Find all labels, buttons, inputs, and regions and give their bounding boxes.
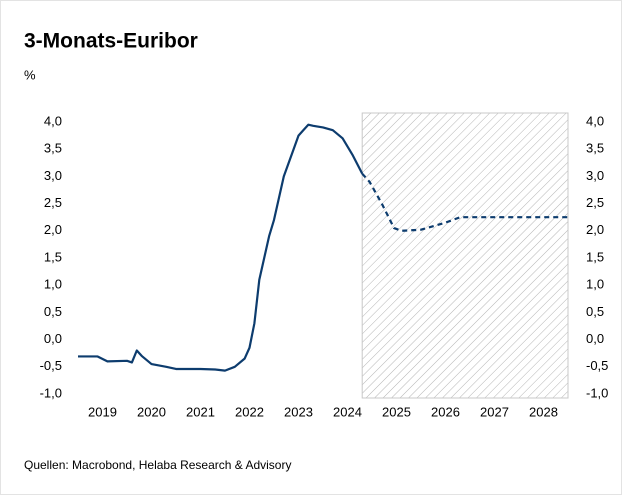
y2-tick-label: 4,0 [586, 113, 604, 128]
y2-tick-label: 2,5 [586, 195, 604, 210]
y-tick-label: 2,5 [44, 195, 62, 210]
y-tick-label: 3,0 [44, 168, 62, 183]
line-series [78, 123, 364, 372]
x-tick-label: 2028 [529, 404, 558, 419]
y2-tick-label: 0,5 [586, 304, 604, 319]
x-tick-label: 2025 [382, 404, 411, 419]
y-tick-label: 0,0 [44, 331, 62, 346]
x-tick-label: 2020 [137, 404, 166, 419]
y2-tick-label: 1,0 [586, 277, 604, 292]
forecast-region [361, 112, 569, 399]
line-series [361, 172, 568, 232]
y-tick-label: 4,0 [44, 113, 62, 128]
x-tick-label: 2027 [480, 404, 509, 419]
x-tick-label: 2019 [88, 404, 117, 419]
x-tick-label: 2024 [333, 404, 362, 419]
x-tick-label: 2021 [186, 404, 215, 419]
chart-title: 3-Monats-Euribor [24, 30, 198, 53]
y-tick-label: 0,5 [44, 304, 62, 319]
x-tick-label: 2023 [284, 404, 313, 419]
y-tick-label: 1,0 [44, 277, 62, 292]
x-tick-label: 2022 [235, 404, 264, 419]
y2-tick-label: 3,5 [586, 141, 604, 156]
y2-tick-label: -1,0 [586, 385, 608, 400]
y2-tick-label: 3,0 [586, 168, 604, 183]
y-tick-label: 1,5 [44, 249, 62, 264]
x-tick-label: 2026 [431, 404, 460, 419]
source: Quellen: Macrobond, Helaba Research & Ad… [24, 458, 291, 472]
y-tick-label: 3,5 [44, 141, 62, 156]
y-tick-label: 2,0 [44, 222, 62, 237]
y2-tick-label: 0,0 [586, 331, 604, 346]
y-axis-label: % [24, 67, 36, 82]
y2-tick-label: 2,0 [586, 222, 604, 237]
y2-tick-label: -0,5 [586, 358, 608, 373]
y-tick-label: -0,5 [40, 358, 62, 373]
y-tick-label: -1,0 [40, 385, 62, 400]
y2-tick-label: 1,5 [586, 249, 604, 264]
